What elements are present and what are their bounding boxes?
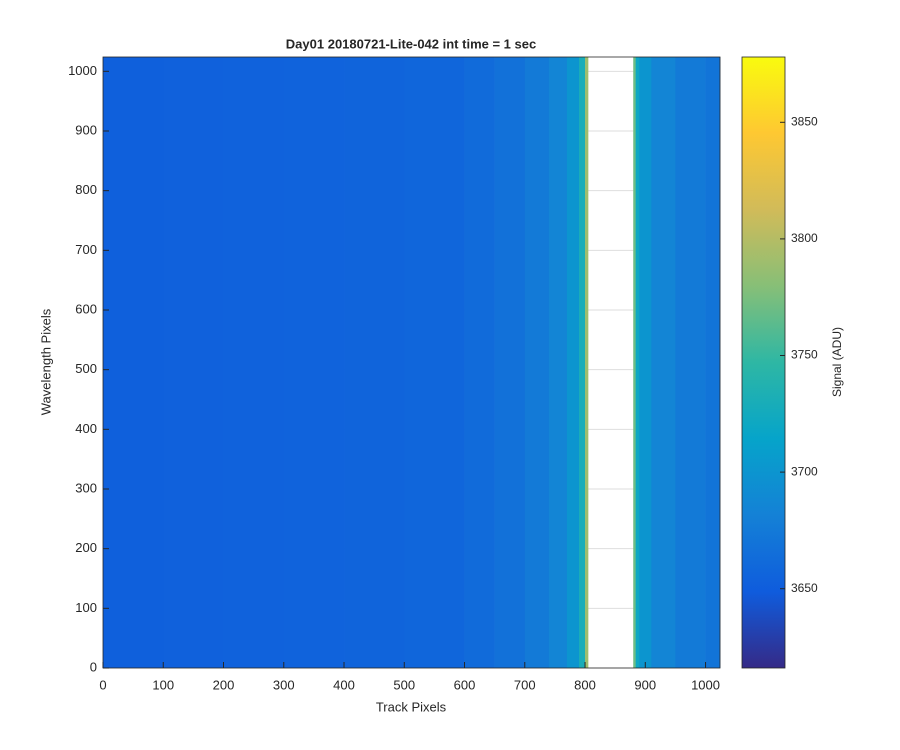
x-axis-label: Track Pixels <box>376 699 447 714</box>
y-tick-label: 900 <box>75 122 97 137</box>
heatmap-cell <box>163 57 224 668</box>
heatmap-cell <box>548 57 568 668</box>
heatmap-cell <box>464 57 495 668</box>
heatmap-cell <box>639 57 652 668</box>
x-tick-label: 600 <box>454 677 476 692</box>
x-tick-label: 500 <box>393 677 415 692</box>
y-tick-label: 300 <box>75 480 97 495</box>
x-tick-label: 1000 <box>691 677 720 692</box>
y-tick-label: 200 <box>75 540 97 555</box>
axes-box <box>102 56 721 669</box>
x-tick-label: 200 <box>213 677 235 692</box>
heatmap-cell <box>705 57 721 668</box>
x-tick-label: 800 <box>574 677 596 692</box>
colorbar-tick-label: 3800 <box>791 231 818 245</box>
heatmap-cell <box>651 57 676 668</box>
colorbar <box>741 56 786 669</box>
heatmap-cell <box>635 57 640 668</box>
x-tick-label: 900 <box>634 677 656 692</box>
x-tick-label: 700 <box>514 677 536 692</box>
y-tick-label: 800 <box>75 182 97 197</box>
heatmap-cell <box>344 57 405 668</box>
heatmap-cell <box>404 57 465 668</box>
heatmap-cell <box>633 57 636 668</box>
y-tick-label: 0 <box>90 659 97 674</box>
heatmap-cell <box>566 57 580 668</box>
x-tick-label: 400 <box>333 677 355 692</box>
heatmap-cell <box>494 57 526 668</box>
heatmap-cell <box>223 57 285 668</box>
y-tick-label: 1000 <box>68 63 97 78</box>
y-tick-label: 100 <box>75 600 97 615</box>
y-axis-label: Wavelength Pixels <box>38 308 53 415</box>
x-tick-label: 100 <box>152 677 174 692</box>
heatmap-cell <box>585 57 589 668</box>
colorbar-label: Signal (ADU) <box>830 327 844 397</box>
colorbar-tick-label: 3650 <box>791 581 818 595</box>
heatmap-cell <box>103 57 164 668</box>
y-tick-label: 700 <box>75 242 97 257</box>
x-tick-label: 0 <box>99 677 106 692</box>
y-tick-label: 600 <box>75 301 97 316</box>
heatmap-cell <box>283 57 345 668</box>
heatmap-cell <box>675 57 706 668</box>
heatmap-cell <box>579 57 586 668</box>
y-tick-label: 500 <box>75 361 97 376</box>
heatmap-cell <box>524 57 550 668</box>
y-tick-label: 400 <box>75 421 97 436</box>
colorbar-tick-label: 3700 <box>791 464 818 478</box>
colorbar-tick-label: 3750 <box>791 348 818 362</box>
x-tick-label: 300 <box>273 677 295 692</box>
chart-title: Day01 20180721-Lite-042 int time = 1 sec <box>286 36 536 51</box>
colorbar-tick-label: 3850 <box>791 114 818 128</box>
